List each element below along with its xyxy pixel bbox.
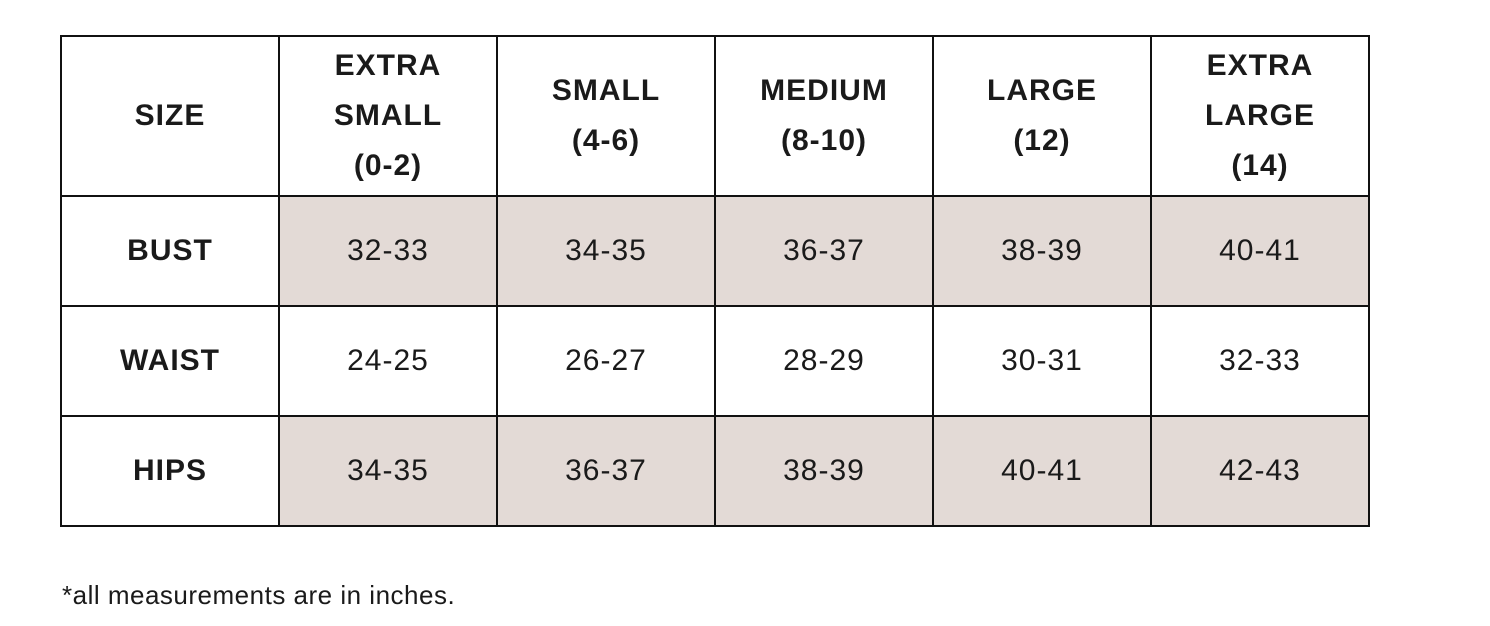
column-header-extra-small: EXTRA SMALL (0-2)	[278, 35, 498, 197]
column-range: (4-6)	[571, 124, 641, 157]
table-row-hips: HIPS 34-35 36-37 38-39 40-41 42-43	[60, 415, 1370, 527]
table-cell: 38-39	[932, 195, 1152, 307]
table-cell: 30-31	[932, 305, 1152, 417]
table-cell: 36-37	[496, 415, 716, 527]
measurement-footnote: *all measurements are in inches.	[62, 580, 456, 610]
table-cell: 26-27	[496, 305, 716, 417]
table-cell: 24-25	[278, 305, 498, 417]
table-row-bust: BUST 32-33 34-35 36-37 38-39 40-41	[60, 195, 1370, 307]
table-cell: 40-41	[1150, 195, 1370, 307]
table-cell: 36-37	[714, 195, 934, 307]
column-range: (8-10)	[780, 124, 868, 157]
row-label: WAIST	[60, 305, 280, 417]
table-cell: 34-35	[496, 195, 716, 307]
column-header-large: LARGE (12)	[932, 35, 1152, 197]
column-range: (14)	[1231, 149, 1289, 182]
table-cell: 32-33	[278, 195, 498, 307]
column-header-medium: MEDIUM (8-10)	[714, 35, 934, 197]
size-header-label: SIZE	[60, 35, 280, 197]
column-name: SMALL	[551, 74, 661, 107]
table-row-waist: WAIST 24-25 26-27 28-29 30-31 32-33	[60, 305, 1370, 417]
column-name: LARGE	[987, 74, 1097, 107]
row-label: BUST	[60, 195, 280, 307]
size-chart-table: SIZE EXTRA SMALL (0-2) SMALL (4-6) MEDIU…	[60, 35, 1370, 527]
column-header-small: SMALL (4-6)	[496, 35, 716, 197]
column-name: EXTRA SMALL	[333, 49, 443, 132]
table-cell: 40-41	[932, 415, 1152, 527]
table-cell: 32-33	[1150, 305, 1370, 417]
column-range: (0-2)	[353, 149, 423, 182]
column-header-extra-large: EXTRA LARGE (14)	[1150, 35, 1370, 197]
table-cell: 28-29	[714, 305, 934, 417]
column-range: (12)	[1013, 124, 1071, 157]
table-cell: 38-39	[714, 415, 934, 527]
row-label: HIPS	[60, 415, 280, 527]
column-name: EXTRA LARGE	[1205, 49, 1315, 132]
table-cell: 42-43	[1150, 415, 1370, 527]
table-cell: 34-35	[278, 415, 498, 527]
header-row: SIZE EXTRA SMALL (0-2) SMALL (4-6) MEDIU…	[60, 35, 1370, 197]
column-name: MEDIUM	[760, 74, 888, 107]
